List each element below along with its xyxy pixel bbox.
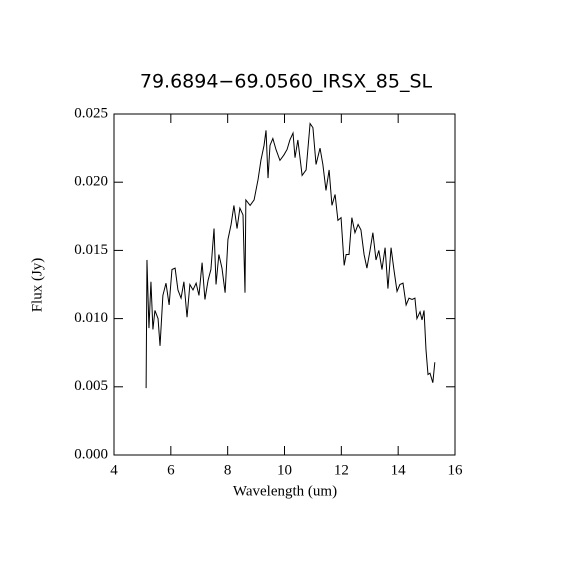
x-tick-label: 16 <box>448 462 464 478</box>
x-tick-label: 8 <box>224 462 232 478</box>
y-tick-label: 0.005 <box>74 378 108 394</box>
spectrum-line <box>145 122 436 389</box>
y-tick-label: 0.000 <box>74 446 108 462</box>
x-axis-label: Wavelength (um) <box>233 483 337 499</box>
y-tick-label: 0.010 <box>74 310 108 326</box>
y-tick-label: 0.025 <box>74 105 108 121</box>
x-tick-label: 14 <box>391 462 407 478</box>
x-tick-label: 10 <box>277 462 292 478</box>
y-tick-label: 0.020 <box>74 174 108 190</box>
x-tick-label: 12 <box>334 462 349 478</box>
y-tick-label: 0.015 <box>74 242 108 258</box>
chart-title: 79.6894−69.0560_IRSX_85_SL <box>140 71 433 93</box>
x-tick-label: 6 <box>167 462 175 478</box>
x-tick-label: 4 <box>110 462 118 478</box>
y-axis-label: Flux (Jy) <box>29 258 45 313</box>
